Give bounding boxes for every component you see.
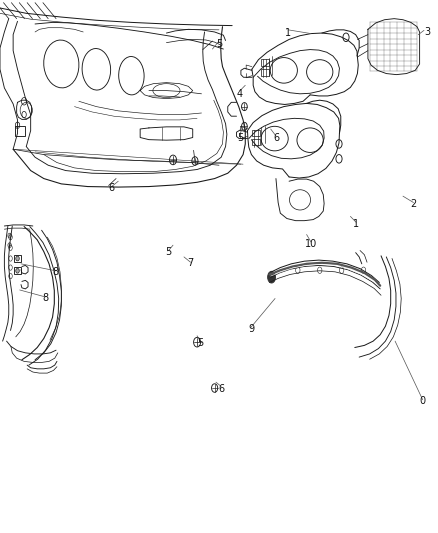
Text: 6: 6	[218, 384, 224, 394]
Ellipse shape	[16, 256, 19, 261]
Text: 5: 5	[237, 133, 243, 142]
Text: 0: 0	[420, 396, 426, 406]
Text: 2: 2	[410, 199, 417, 208]
Text: 6: 6	[109, 183, 115, 192]
Text: 8: 8	[42, 294, 48, 303]
Text: 10: 10	[305, 239, 317, 248]
Text: 9: 9	[248, 324, 254, 334]
Text: 4: 4	[237, 90, 243, 99]
Text: 6: 6	[273, 133, 279, 142]
Text: 1: 1	[285, 28, 291, 38]
Text: 5: 5	[216, 39, 222, 49]
Text: 5: 5	[197, 338, 203, 348]
Ellipse shape	[16, 269, 19, 273]
Text: 5: 5	[166, 247, 172, 257]
Text: 3: 3	[424, 27, 430, 37]
Ellipse shape	[268, 271, 276, 283]
Text: 8: 8	[53, 267, 59, 277]
Text: 7: 7	[187, 259, 194, 268]
Text: 1: 1	[353, 219, 359, 229]
